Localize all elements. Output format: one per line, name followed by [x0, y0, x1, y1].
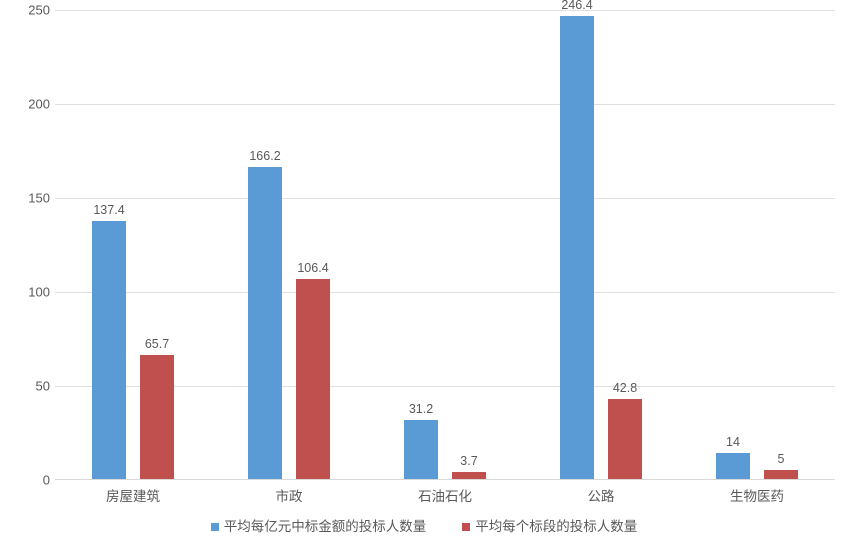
gridline	[55, 292, 835, 293]
y-axis-tick: 200	[10, 97, 50, 112]
legend: 平均每亿元中标金额的投标人数量 平均每个标段的投标人数量	[0, 515, 848, 535]
bar: 5	[764, 470, 798, 479]
legend-label: 平均每个标段的投标人数量	[475, 519, 637, 534]
y-axis-tick: 100	[10, 285, 50, 300]
bar-value-label: 246.4	[561, 0, 592, 16]
bar: 137.4	[92, 221, 126, 479]
x-axis-label: 生物医药	[730, 485, 784, 505]
bar-value-label: 65.7	[145, 337, 169, 355]
bar: 3.7	[452, 472, 486, 479]
y-axis-tick: 150	[10, 191, 50, 206]
x-axis-label: 石油石化	[418, 485, 472, 505]
y-axis-tick: 0	[10, 473, 50, 488]
bar: 65.7	[140, 355, 174, 479]
bar: 106.4	[296, 279, 330, 479]
legend-item: 平均每亿元中标金额的投标人数量	[211, 515, 427, 535]
x-axis-label: 房屋建筑	[106, 485, 160, 505]
bar-value-label: 166.2	[249, 149, 280, 167]
gridline	[55, 10, 835, 11]
bar: 14	[716, 453, 750, 479]
y-axis-tick: 250	[10, 3, 50, 18]
legend-item: 平均每个标段的投标人数量	[462, 515, 637, 535]
x-axis-label: 市政	[276, 485, 303, 505]
bar: 42.8	[608, 399, 642, 479]
bar-value-label: 137.4	[93, 203, 124, 221]
legend-swatch	[462, 523, 470, 531]
bar-value-label: 106.4	[297, 261, 328, 279]
bar-value-label: 31.2	[409, 402, 433, 420]
bar: 246.4	[560, 16, 594, 479]
bar: 31.2	[404, 420, 438, 479]
bar-value-label: 42.8	[613, 381, 637, 399]
gridline	[55, 104, 835, 105]
gridline	[55, 198, 835, 199]
legend-label: 平均每亿元中标金额的投标人数量	[224, 519, 427, 534]
chart-container: 137.4 65.7 166.2 106.4 31.2 3.7 246.4 42.8 14 5 平…	[0, 0, 848, 543]
y-axis-tick: 50	[10, 379, 50, 394]
plot-area: 137.4 65.7 166.2 106.4 31.2 3.7 246.4 42.8 14 5	[55, 10, 835, 480]
x-axis-label: 公路	[588, 485, 615, 505]
legend-swatch	[211, 523, 219, 531]
bar-value-label: 5	[778, 452, 785, 470]
bar-value-label: 14	[726, 435, 740, 453]
bar-value-label: 3.7	[460, 454, 477, 472]
bar: 166.2	[248, 167, 282, 479]
